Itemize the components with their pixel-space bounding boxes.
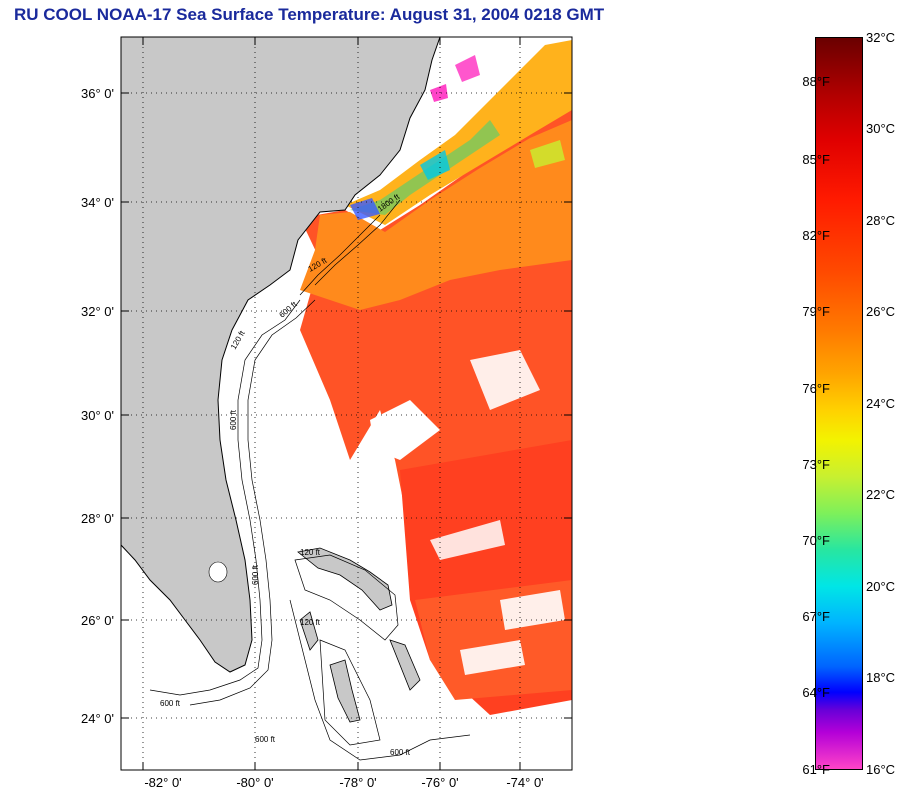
fahrenheit-label: 79°F [802,304,830,319]
contour-label: 120 ft [300,618,321,627]
temperature-colorbar [815,37,863,770]
celsius-label: 30°C [866,121,896,136]
bathymetry-contours [149,199,471,761]
celsius-label: 24°C [866,396,896,411]
contour-label: 120 ft [300,548,321,557]
lon-label: -80° 0' [236,775,273,790]
fahrenheit-label: 73°F [802,457,830,472]
lat-label: 34° 0' [81,195,114,210]
celsius-label: 28°C [866,213,896,228]
contour-label: 600 ft [229,409,238,430]
lat-label: 36° 0' [81,86,114,101]
lon-label: -76° 0' [421,775,458,790]
map-title: RU COOL NOAA-17 Sea Surface Temperature:… [14,5,605,24]
fahrenheit-label: 82°F [802,228,830,243]
land [120,36,441,723]
lon-label: -74° 0' [506,775,543,790]
contour-label: 600 ft [255,735,276,744]
contour-label: 600 ft [390,748,411,757]
fahrenheit-label: 61°F [802,762,830,777]
celsius-label: 18°C [866,670,896,685]
fahrenheit-label: 88°F [802,74,830,89]
fahrenheit-label: 85°F [802,152,830,167]
fahrenheit-label: 76°F [802,381,830,396]
tick-marks [121,37,572,770]
lat-label: 30° 0' [81,408,114,423]
fahrenheit-label: 67°F [802,609,830,624]
celsius-label: 16°C [866,762,896,777]
lon-label: -78° 0' [339,775,376,790]
contour-label: 600 ft [251,564,260,585]
plot-frame [120,36,573,771]
celsius-label: 20°C [866,579,896,594]
sst-swath [300,40,572,715]
lat-label: 28° 0' [81,511,114,526]
lat-label: 32° 0' [81,304,114,319]
lat-label: 24° 0' [81,711,114,726]
celsius-label: 22°C [866,487,896,502]
fahrenheit-label: 70°F [802,533,830,548]
graticule [121,37,572,770]
lon-label: -82° 0' [144,775,181,790]
lat-label: 26° 0' [81,613,114,628]
celsius-label: 26°C [866,304,896,319]
fahrenheit-label: 64°F [802,685,830,700]
celsius-label: 32°C [866,30,896,45]
contour-label: 600 ft [160,699,181,708]
